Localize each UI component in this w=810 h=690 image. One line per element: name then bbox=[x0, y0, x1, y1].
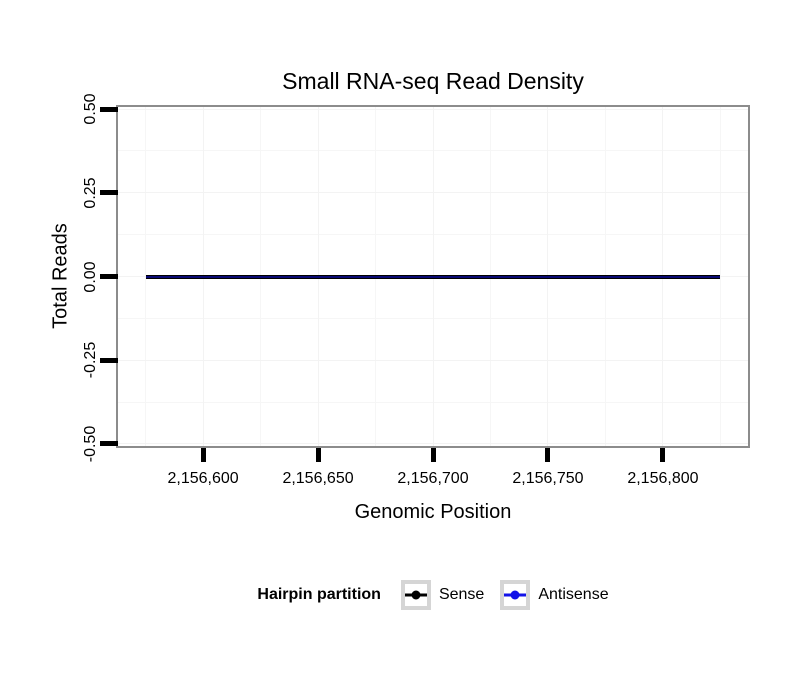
legend: Hairpin partition Sense Antisense bbox=[118, 576, 748, 614]
x-axis-title: Genomic Position bbox=[354, 501, 512, 523]
legend-key-dot-icon bbox=[510, 590, 520, 600]
legend-entry-label: Sense bbox=[438, 586, 485, 603]
x-tick bbox=[660, 448, 666, 462]
x-tick bbox=[545, 448, 551, 462]
y-axis-title: Total Reads bbox=[49, 223, 72, 329]
legend-key-dot-icon bbox=[411, 590, 421, 600]
legend-entry-sense: Sense bbox=[400, 580, 485, 610]
x-tick-label: 2,156,650 bbox=[282, 470, 354, 487]
x-tick-label: 2,156,600 bbox=[167, 470, 239, 487]
plot-panel bbox=[116, 105, 750, 448]
y-tick bbox=[100, 274, 118, 279]
y-tick-label: 0.00 bbox=[82, 260, 99, 293]
x-tick bbox=[430, 448, 436, 462]
x-tick bbox=[200, 448, 206, 462]
legend-entries: Sense Antisense bbox=[400, 580, 609, 610]
y-major-gridline bbox=[118, 359, 748, 361]
series-line-antisense bbox=[145, 275, 721, 278]
x-tick-label: 2,156,750 bbox=[512, 470, 584, 487]
y-tick bbox=[100, 190, 118, 196]
legend-entry-label: Antisense bbox=[538, 586, 609, 603]
legend-title: Hairpin partition bbox=[257, 586, 381, 603]
y-tick-label: -0.50 bbox=[82, 425, 99, 463]
y-major-gridline bbox=[118, 192, 748, 194]
legend-entry-antisense: Antisense bbox=[500, 580, 609, 610]
y-tick-label: -0.25 bbox=[82, 342, 99, 379]
legend-key bbox=[400, 580, 431, 610]
y-tick bbox=[100, 106, 118, 112]
y-tick bbox=[100, 441, 118, 447]
x-tick-label: 2,156,800 bbox=[627, 470, 699, 487]
legend-key bbox=[500, 580, 531, 610]
chart-title: Small RNA-seq Read Density bbox=[282, 68, 584, 94]
y-tick-label: 0.25 bbox=[82, 177, 99, 209]
y-tick bbox=[100, 357, 118, 363]
y-major-gridline bbox=[118, 443, 748, 445]
y-major-gridline bbox=[118, 108, 748, 110]
x-tick-label: 2,156,700 bbox=[397, 470, 469, 487]
x-tick bbox=[315, 448, 321, 462]
y-tick-label: 0.50 bbox=[82, 93, 99, 125]
